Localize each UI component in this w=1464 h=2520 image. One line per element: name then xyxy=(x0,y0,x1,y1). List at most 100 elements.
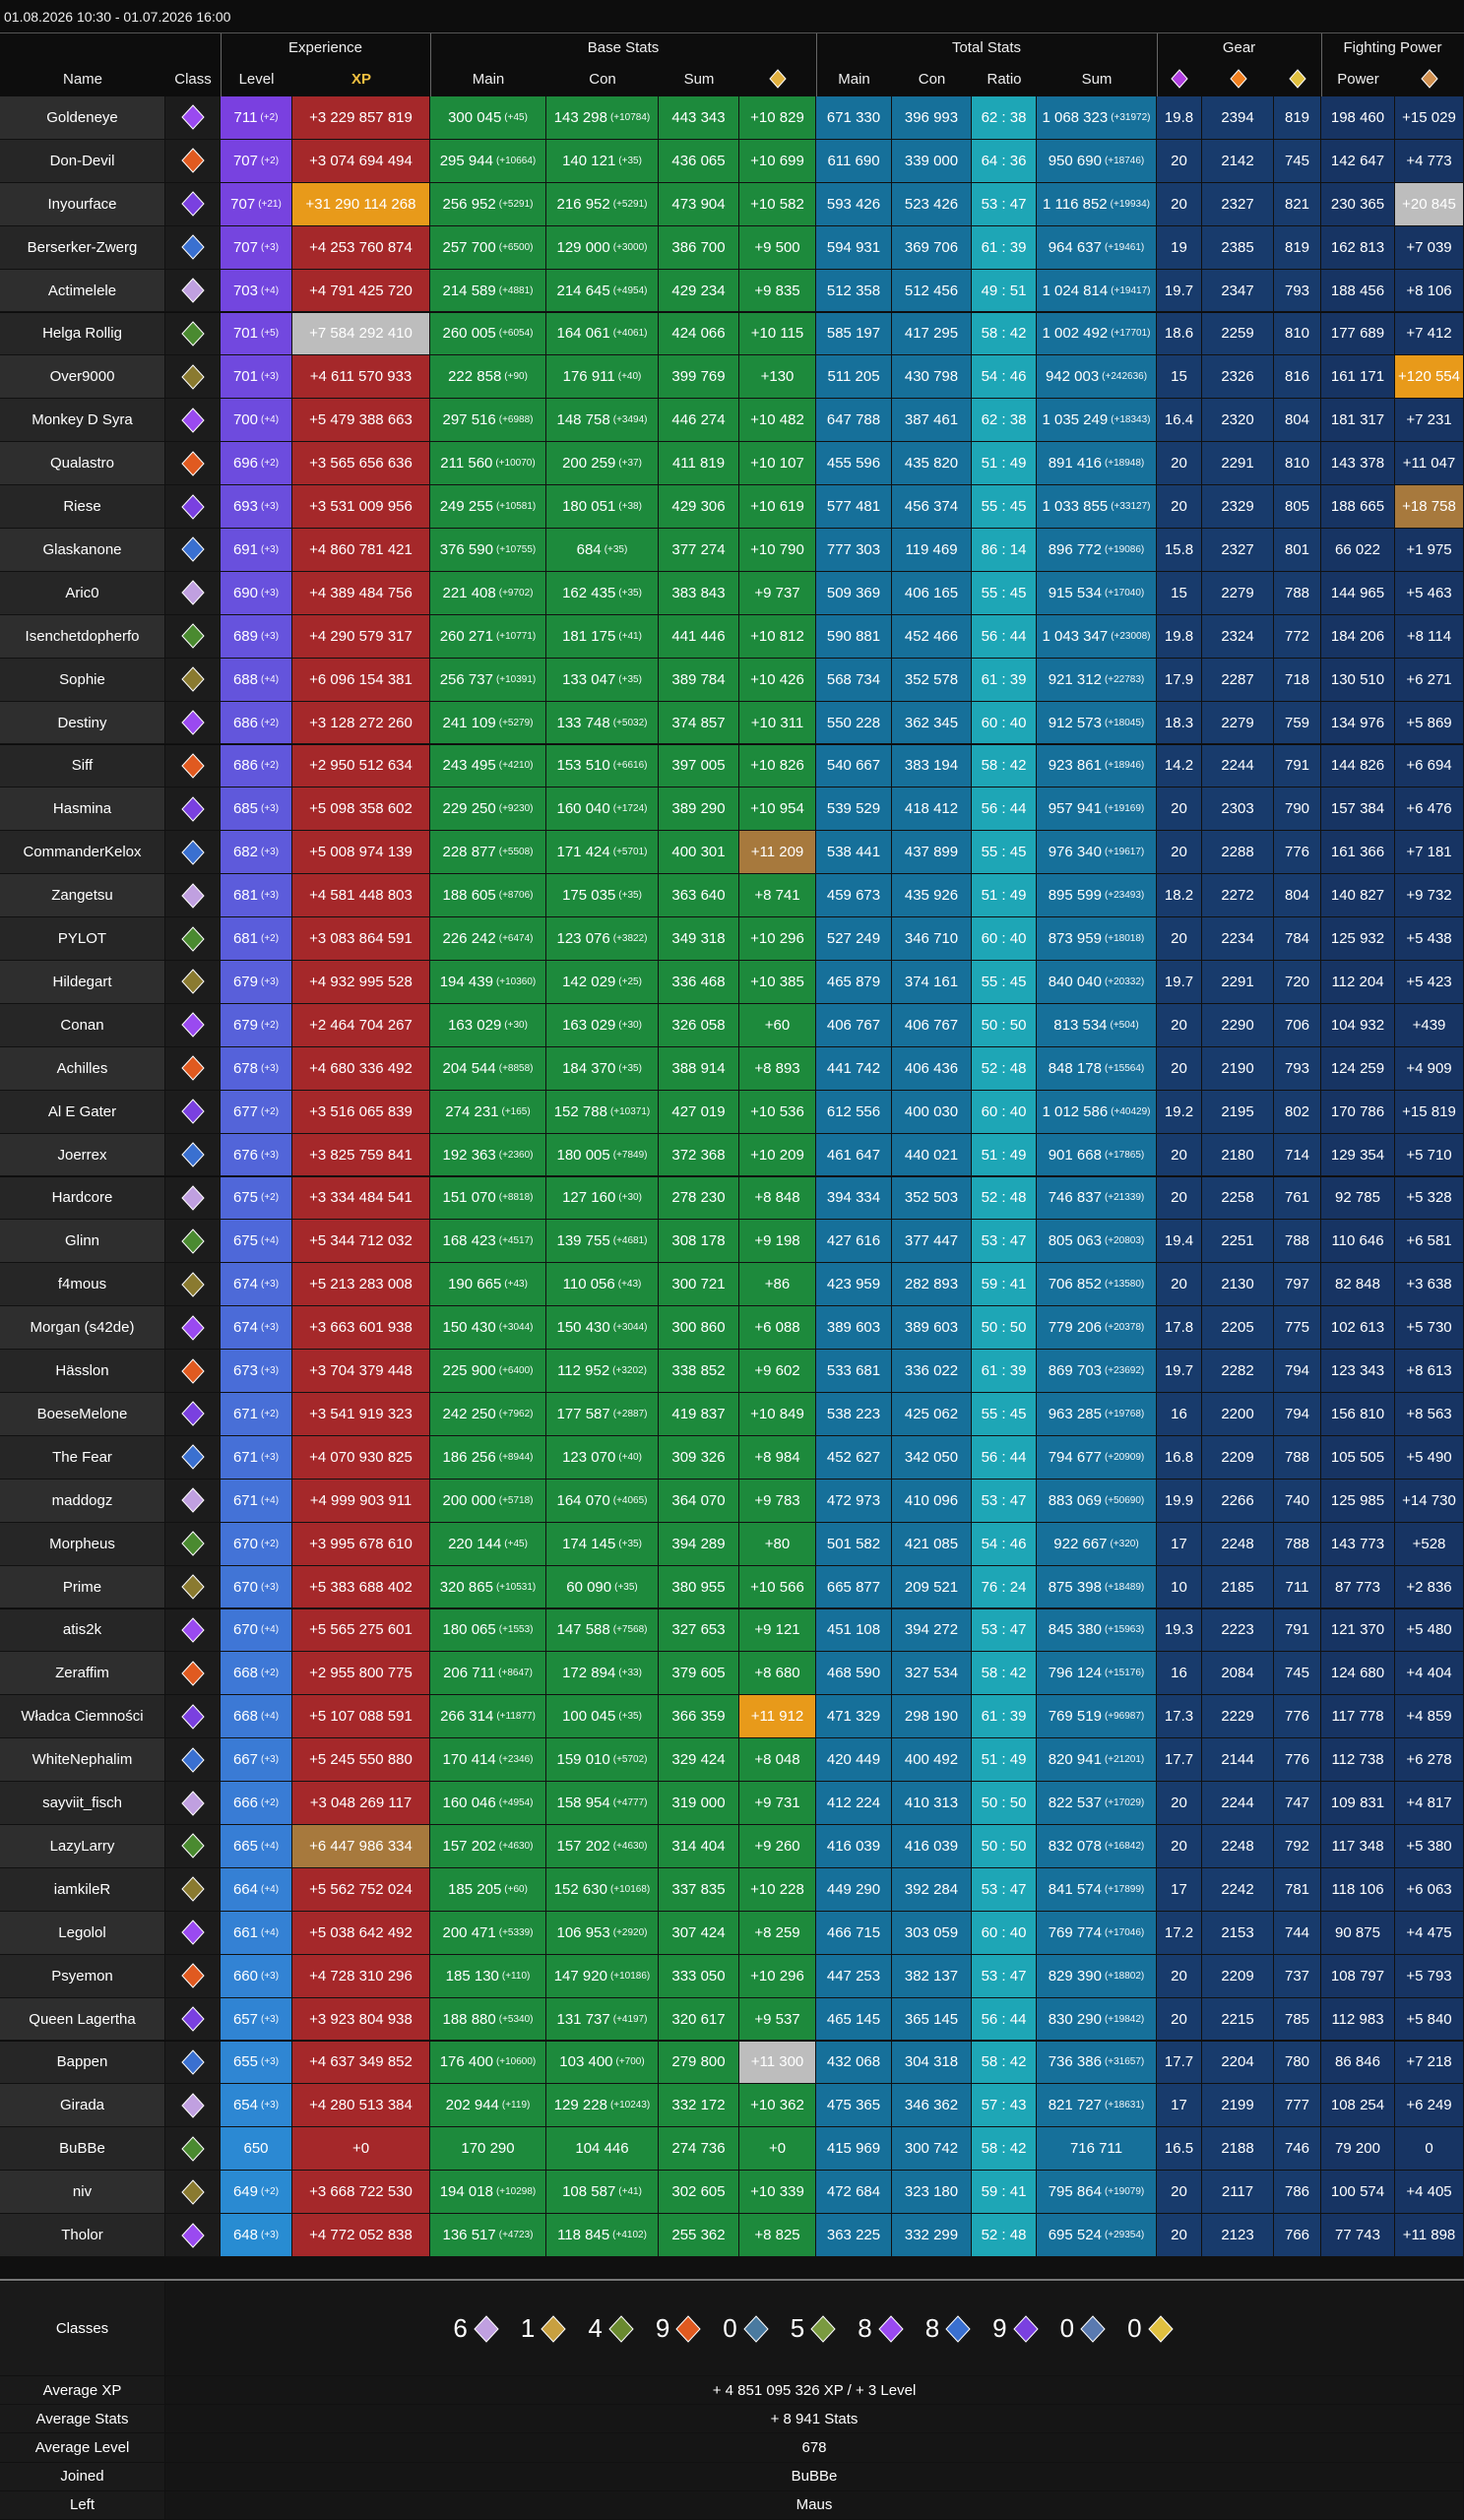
stat-cell: 123 076 (+3822) xyxy=(546,917,659,961)
column-label: XP xyxy=(350,70,371,88)
icon xyxy=(180,1271,205,1297)
value: 435 820 xyxy=(904,455,959,472)
value: 17.7 xyxy=(1164,1751,1194,1769)
stat-cell: 260 271 (+10771) xyxy=(430,614,546,659)
value: 2394 xyxy=(1221,108,1254,126)
stat-cell: 147 920 (+10186) xyxy=(546,1954,659,1998)
value: 2190 xyxy=(1221,1059,1254,1077)
name-cell: Queen Lagertha xyxy=(0,1997,165,2042)
stat-cell: +6 063 xyxy=(1395,1867,1464,1912)
column-label: Name xyxy=(62,70,102,88)
value: 963 285 xyxy=(1048,1405,1102,1422)
stat-cell: 20 xyxy=(1157,1046,1202,1091)
value: 540 667 xyxy=(826,757,881,775)
value: 303 059 xyxy=(904,1923,959,1941)
value: 677 xyxy=(232,1102,258,1120)
stat-cell: 185 130 (+110) xyxy=(430,1954,546,1998)
stat-cell: 110 056 (+43) xyxy=(546,1263,659,1307)
stat-cell: 104 446 xyxy=(546,2127,659,2172)
class-cell xyxy=(165,1911,221,1955)
delta: (+2920) xyxy=(612,1926,648,1938)
value: +10 566 xyxy=(750,1578,804,1596)
stat-cell: +10 566 xyxy=(739,1565,816,1609)
value: 157 202 xyxy=(556,1837,610,1855)
value: 472 684 xyxy=(826,2183,881,2201)
value: 19.3 xyxy=(1164,1621,1194,1639)
stat-cell: 761 xyxy=(1274,1176,1321,1221)
stat-cell: 2209 xyxy=(1202,1954,1274,1998)
stat-cell: 17.7 xyxy=(1157,1738,1202,1783)
stat-cell: +10 339 xyxy=(739,2171,816,2215)
delta: (+119) xyxy=(501,2100,531,2111)
stat-cell: 336 468 xyxy=(659,961,739,1004)
value: 61 : 39 xyxy=(981,1708,1027,1726)
stat-cell: 161 366 xyxy=(1321,831,1395,875)
value: 2248 xyxy=(1221,1535,1254,1552)
stat-cell: 157 384 xyxy=(1321,788,1395,832)
stat-cell: 60 : 40 xyxy=(972,1090,1037,1134)
stat-cell: 471 329 xyxy=(816,1695,892,1739)
value: +11 898 xyxy=(1402,2227,1456,2244)
value: 648 xyxy=(232,2227,258,2244)
icon xyxy=(180,450,205,476)
value: 2282 xyxy=(1221,1362,1254,1380)
value: 816 xyxy=(1284,368,1310,386)
value: 468 590 xyxy=(826,1665,881,1682)
stat-cell: 700 (+4) xyxy=(221,399,292,443)
stat-cell: 711 (+2) xyxy=(221,96,292,140)
stat-cell: 17.3 xyxy=(1157,1695,1202,1739)
stat-cell: 455 596 xyxy=(816,442,892,486)
stat-cell: 389 603 xyxy=(816,1306,892,1351)
value: 538 441 xyxy=(826,844,881,861)
column-header: Ratio xyxy=(972,61,1037,96)
class-count: 8 xyxy=(925,2313,973,2344)
stat-cell: +5 463 xyxy=(1395,571,1464,615)
stat-cell: 2248 xyxy=(1202,1825,1274,1868)
value: 711 xyxy=(1285,1578,1309,1596)
value: 707 xyxy=(230,195,256,213)
stat-cell: 133 748 (+5032) xyxy=(546,701,659,745)
delta: (+3) xyxy=(260,1365,280,1377)
stat-cell: 400 030 xyxy=(892,1090,972,1134)
value: 649 xyxy=(232,2183,258,2201)
value: +8 825 xyxy=(754,2227,800,2244)
value: 2209 xyxy=(1221,1448,1254,1466)
value: 127 160 xyxy=(562,1189,616,1207)
value: 20 xyxy=(1171,930,1187,948)
value: 416 039 xyxy=(904,1837,959,1855)
value: 346 710 xyxy=(904,930,959,948)
stat-cell: +10 311 xyxy=(739,701,816,745)
stat-cell: 2251 xyxy=(1202,1220,1274,1264)
value: +3 334 484 541 xyxy=(309,1189,413,1207)
stat-cell: 674 (+3) xyxy=(221,1263,292,1307)
icon xyxy=(180,1357,205,1384)
delta: (+3) xyxy=(260,1322,280,1334)
value: 686 xyxy=(232,714,258,731)
class-cell xyxy=(165,139,221,183)
icon xyxy=(180,2049,205,2075)
stat-cell: 200 471 (+5339) xyxy=(430,1911,546,1955)
stat-cell: 745 xyxy=(1274,139,1321,183)
value: 20 xyxy=(1171,498,1187,516)
value: 242 250 xyxy=(442,1405,496,1422)
value: +10 107 xyxy=(750,455,804,472)
value: 159 010 xyxy=(556,1751,610,1769)
stat-cell: 365 145 xyxy=(892,1997,972,2042)
stat-cell: +10 209 xyxy=(739,1133,816,1177)
value: +7 218 xyxy=(1406,2053,1452,2071)
value: 695 524 xyxy=(1048,2227,1102,2244)
icon xyxy=(878,2314,904,2343)
value: 976 340 xyxy=(1048,844,1102,861)
value: +4 637 349 852 xyxy=(309,2053,413,2071)
value: Aric0 xyxy=(65,584,99,601)
class-cell xyxy=(165,658,221,702)
count: 9 xyxy=(992,2313,1007,2343)
stat-cell: 746 xyxy=(1274,2127,1321,2172)
stat-cell: 501 582 xyxy=(816,1522,892,1566)
stat-cell: 53 : 47 xyxy=(972,1220,1037,1264)
value: Glinn xyxy=(64,1232,100,1250)
stat-cell: 300 742 xyxy=(892,2127,972,2172)
value: 279 800 xyxy=(671,2053,726,2071)
value: +4 728 310 296 xyxy=(309,1967,413,1984)
delta: (+2887) xyxy=(612,1408,648,1419)
